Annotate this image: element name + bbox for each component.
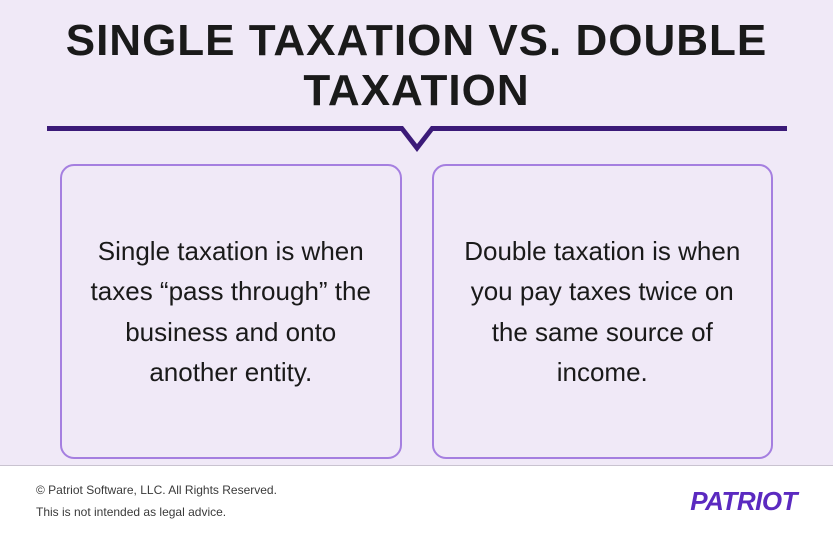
- footer-legal: © Patriot Software, LLC. All Rights Rese…: [36, 479, 277, 523]
- footer: © Patriot Software, LLC. All Rights Rese…: [0, 465, 833, 537]
- divider: [0, 126, 833, 156]
- card-text: Double taxation is when you pay taxes tw…: [454, 231, 752, 392]
- card-text: Single taxation is when taxes “pass thro…: [82, 231, 380, 392]
- card-single-taxation: Single taxation is when taxes “pass thro…: [60, 164, 402, 459]
- card-double-taxation: Double taxation is when you pay taxes tw…: [432, 164, 774, 459]
- divider-arrow-icon: [397, 126, 437, 152]
- page-title: SINGLE TAXATION VS. DOUBLE TAXATION: [0, 0, 833, 116]
- footer-copyright: © Patriot Software, LLC. All Rights Rese…: [36, 481, 277, 500]
- brand-logo: PATRIOT: [690, 486, 797, 517]
- footer-disclaimer: This is not intended as legal advice.: [36, 503, 277, 522]
- cards-container: Single taxation is when taxes “pass thro…: [0, 164, 833, 459]
